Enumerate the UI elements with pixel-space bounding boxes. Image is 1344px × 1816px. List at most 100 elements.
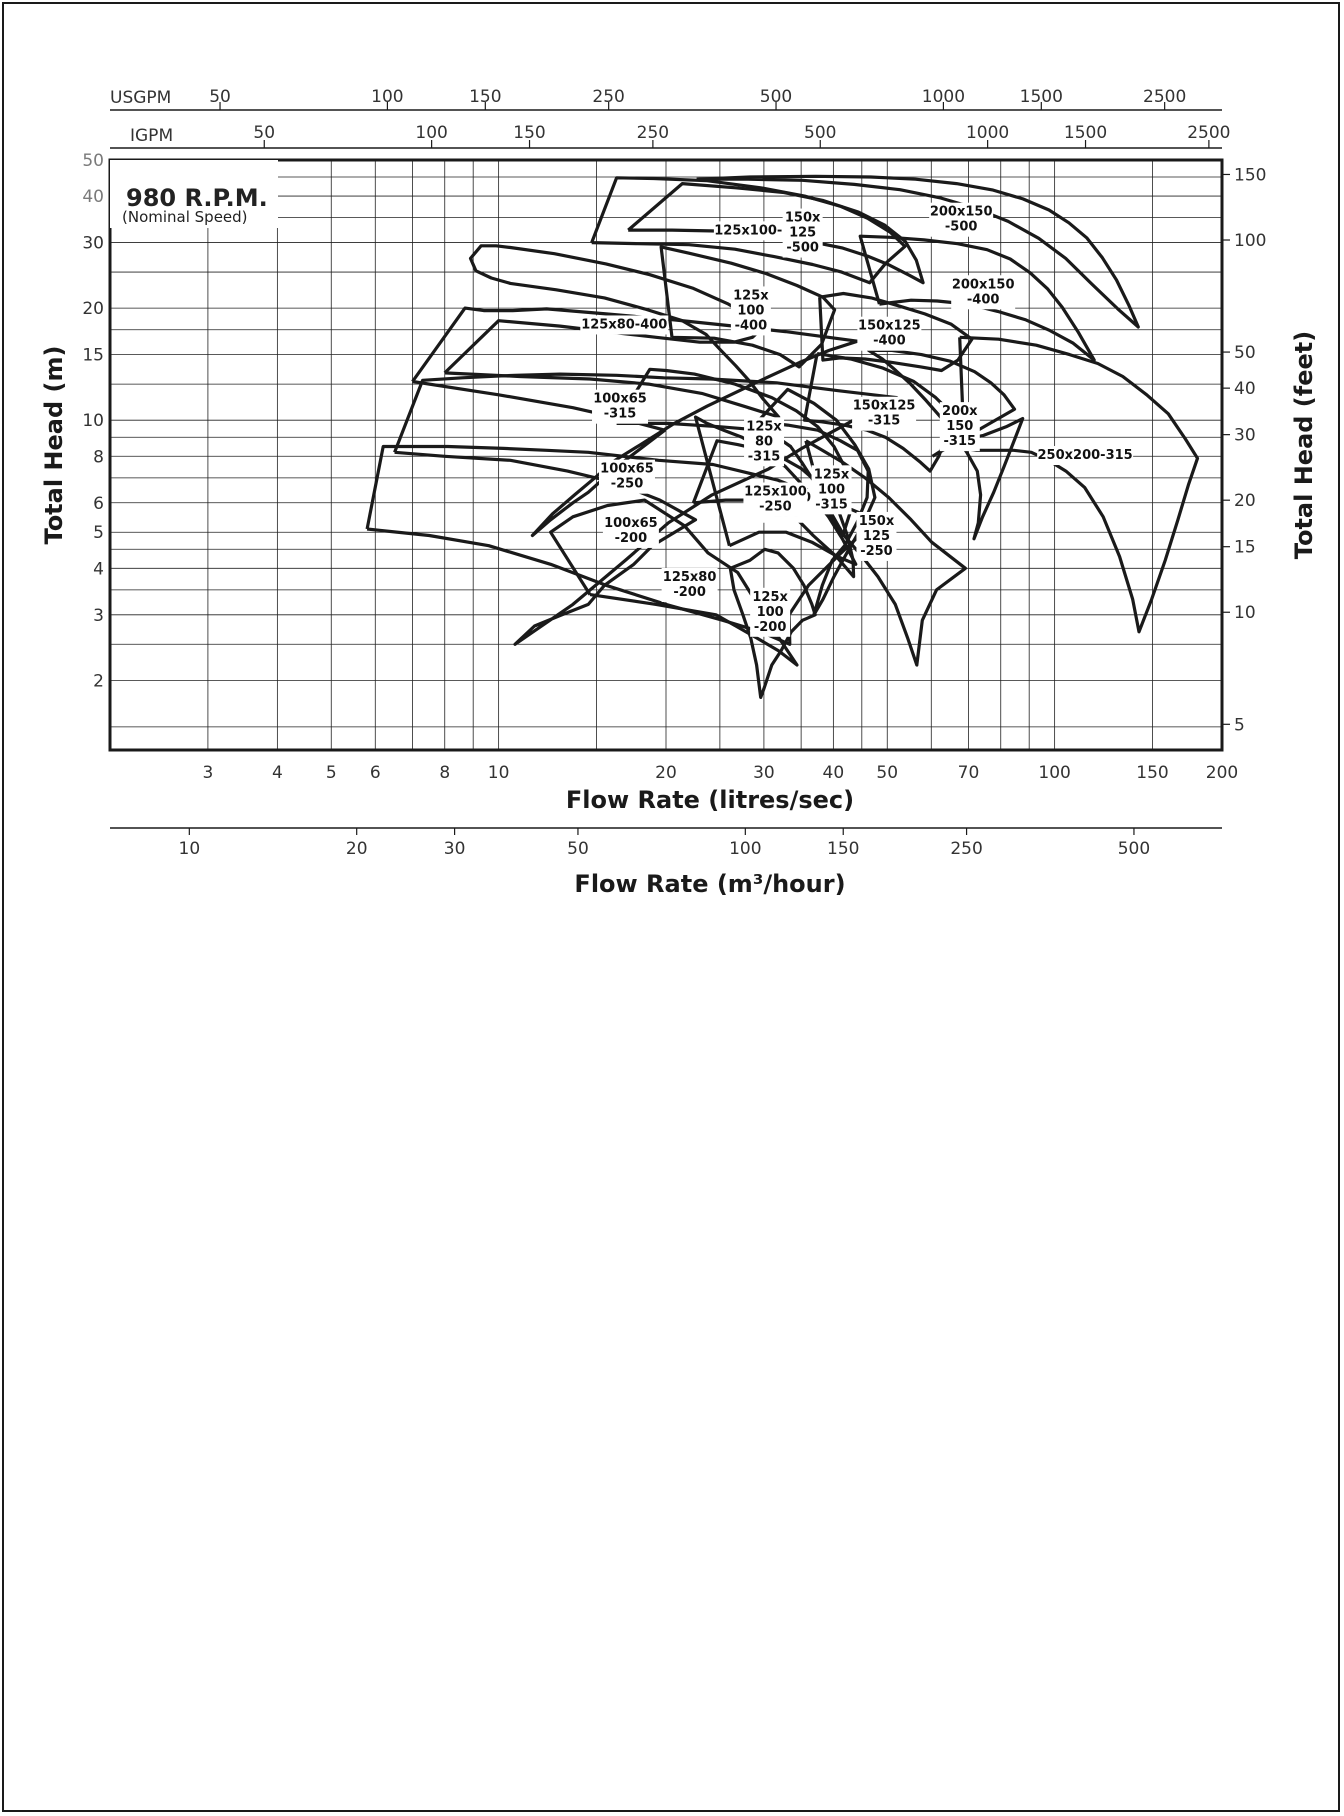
pump-labels: 100x65-200100x65-250100x65-315125x80-200… bbox=[580, 202, 1134, 637]
pump-label-150x125-500: 150x bbox=[785, 211, 821, 226]
pump-label-bg bbox=[580, 315, 669, 335]
pump-region-150x125-400 bbox=[818, 291, 974, 373]
y-tick-label: 30 bbox=[82, 234, 104, 254]
pump-label-bg bbox=[730, 286, 771, 336]
pump-label-150x125-500: 125 bbox=[789, 226, 816, 241]
y-tick-label: 50 bbox=[82, 151, 104, 171]
pump-label-100x65-250: 100x65 bbox=[600, 462, 654, 477]
pump-performance-chart: 100x65-200100x65-250100x65-315125x80-200… bbox=[40, 87, 1318, 898]
usgpm-tick-label: 1000 bbox=[922, 87, 965, 107]
usgpm-tick-label: 500 bbox=[760, 87, 792, 107]
usgpm-tick-label: 250 bbox=[592, 87, 624, 107]
x-tick-label: 30 bbox=[753, 763, 775, 783]
pump-label-125x100-400: 125x bbox=[733, 288, 769, 303]
pump-label-bg bbox=[750, 587, 791, 637]
pump-label-125x100-400: -400 bbox=[735, 318, 768, 333]
m3h-tick-label: 250 bbox=[950, 839, 982, 859]
usgpm-tick-label: 1500 bbox=[1020, 87, 1063, 107]
pump-label-150x125-250: 125 bbox=[863, 529, 890, 544]
pump-label-200x150-500: 200x150 bbox=[930, 205, 993, 220]
pump-label-100x65-315: 100x65 bbox=[593, 392, 647, 407]
pump-label-250x200-315: 250x200-315 bbox=[1038, 448, 1133, 463]
pump-label-bg bbox=[782, 208, 823, 258]
x-tick-label: 4 bbox=[272, 763, 283, 783]
title-box bbox=[110, 160, 278, 228]
right-y-tick-label: 30 bbox=[1234, 426, 1256, 446]
pump-label-bg bbox=[856, 511, 897, 561]
y-tick-label: 4 bbox=[93, 559, 104, 579]
pump-label-125x100-315: 125x bbox=[814, 467, 850, 482]
pump-label-bg bbox=[602, 513, 659, 548]
igpm-tick-label: 250 bbox=[637, 123, 669, 143]
pump-region-125x100-400 bbox=[659, 245, 837, 369]
y-tick-label: 20 bbox=[82, 299, 104, 319]
pump-region-100x65-200 bbox=[365, 444, 879, 646]
x-tick-label: 100 bbox=[1038, 763, 1070, 783]
y-tick-label: 5 bbox=[93, 523, 104, 543]
pump-label-125x100-200: -200 bbox=[754, 620, 787, 635]
x-tick-label: 20 bbox=[655, 763, 677, 783]
pump-label-bg bbox=[743, 482, 808, 517]
pump-label-200x150-400: 200x150 bbox=[952, 277, 1015, 292]
y-tick-label: 3 bbox=[93, 606, 104, 626]
pump-label-150x125-250: 150x bbox=[859, 514, 895, 529]
axes: 3 4 5 6 8 10 20 30 40 50 70 100 150 200 2 3 4 5 6 8 10 15 20 30… bbox=[82, 87, 1266, 859]
pump-region-150x125-250 bbox=[804, 439, 968, 667]
pump-label-125x100-250: 125x100 bbox=[744, 484, 807, 499]
pump-region-125x100-200 bbox=[728, 547, 817, 700]
pump-region-100x65-250 bbox=[393, 372, 899, 646]
m3h-tick-label: 20 bbox=[346, 839, 368, 859]
pump-label-150x125-400: -400 bbox=[873, 334, 906, 349]
right-y-tick-label: 5 bbox=[1234, 715, 1245, 735]
pump-label-150x125-400: 150x125 bbox=[858, 319, 921, 334]
pump-region-125x100-315 bbox=[756, 387, 877, 617]
pump-label-125x80-315: -315 bbox=[748, 449, 781, 464]
pump-label-200x150-315: 200x bbox=[942, 404, 978, 419]
pump-label-200x150-400: -400 bbox=[967, 292, 1000, 307]
x-tick-label: 70 bbox=[958, 763, 980, 783]
pump-label-bg bbox=[661, 567, 718, 602]
pump-label-bg bbox=[598, 459, 655, 494]
pump-label-125x100-250: -250 bbox=[759, 499, 792, 514]
m3h-tick-label: 500 bbox=[1118, 839, 1150, 859]
pump-label-125x100-315: -315 bbox=[815, 497, 848, 512]
x-tick-label: 10 bbox=[488, 763, 510, 783]
usgpm-tick-label: 2500 bbox=[1143, 87, 1186, 107]
pump-label-bg bbox=[592, 389, 649, 424]
igpm-tick-label: 1500 bbox=[1064, 123, 1107, 143]
pump-label-bg bbox=[852, 396, 917, 431]
usgpm-tick-label: 150 bbox=[469, 87, 501, 107]
secondary-x-axis-title: Flow Rate (m³/hour) bbox=[574, 870, 845, 898]
y-tick-label: 8 bbox=[93, 447, 104, 467]
x-tick-label: 8 bbox=[439, 763, 450, 783]
pump-label-125x80-315: 80 bbox=[755, 434, 773, 449]
pump-label-100x65-250: -250 bbox=[611, 477, 644, 492]
pump-region-200x150-500 bbox=[696, 174, 1140, 329]
y-tick-label: 40 bbox=[82, 187, 104, 207]
pump-label-bg bbox=[811, 465, 852, 515]
right-y-tick-label: 100 bbox=[1234, 231, 1266, 251]
x-tick-label: 6 bbox=[370, 763, 381, 783]
pump-label-bg bbox=[951, 275, 1016, 310]
m3h-tick-label: 30 bbox=[444, 839, 466, 859]
pump-label-bg bbox=[744, 417, 785, 467]
pump-label-125x80-315: 125x bbox=[746, 419, 782, 434]
pump-label-bg bbox=[939, 402, 980, 452]
pump-label-125x80-200: 125x80 bbox=[663, 570, 717, 585]
pump-label-100x65-200: -200 bbox=[615, 531, 648, 546]
igpm-tick-label: 100 bbox=[415, 123, 447, 143]
igpm-tick-label: 2500 bbox=[1187, 123, 1230, 143]
pump-label-100x65-315: -315 bbox=[604, 407, 637, 422]
pump-label-125x80-200: -200 bbox=[673, 585, 706, 600]
x-tick-label: 50 bbox=[876, 763, 898, 783]
m3h-tick-label: 100 bbox=[729, 839, 761, 859]
right-y-tick-label: 40 bbox=[1234, 379, 1256, 399]
x-axis-title: Flow Rate (litres/sec) bbox=[566, 786, 854, 814]
pump-label-bg bbox=[929, 202, 994, 237]
right-y-tick-label: 15 bbox=[1234, 538, 1256, 558]
chart-title: 980 R.P.M. bbox=[126, 184, 268, 212]
chart-subtitle: (Nominal Speed) bbox=[122, 208, 248, 226]
usgpm-tick-label: 50 bbox=[209, 87, 231, 107]
